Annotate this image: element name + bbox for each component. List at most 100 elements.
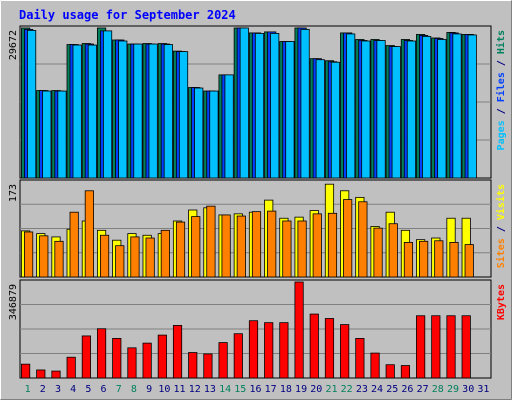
panel-2-bar-sites-day-25 xyxy=(388,223,398,278)
panel-2-bar-sites-day-12 xyxy=(191,216,201,278)
side-label-part: KBytes xyxy=(496,284,507,320)
panel-2-bar-sites-day-24 xyxy=(373,227,383,278)
panel-3-bar-kbytes-day-28 xyxy=(431,315,441,379)
panel-3-bar-kbytes-day-7 xyxy=(112,338,122,379)
panel-3-bar-kbytes-day-1 xyxy=(21,363,31,379)
panel-1-bar-pages-day-2 xyxy=(42,90,52,179)
panel-2-bar-sites-day-16 xyxy=(251,211,262,278)
x-tick-label-day-25: 25 xyxy=(386,384,398,395)
panel-1-bar-pages-day-6 xyxy=(102,30,113,179)
panel-1-bar-pages-day-10 xyxy=(163,44,173,179)
x-tick-label-day-29: 29 xyxy=(447,384,459,395)
panel-2-bar-sites-day-30 xyxy=(464,244,474,278)
panel-2-bar-sites-day-27 xyxy=(419,240,429,278)
panel-2-bar-sites-day-3 xyxy=(54,240,64,278)
panel-1-bar-pages-day-16 xyxy=(254,33,265,179)
panel-3-bar-kbytes-day-15 xyxy=(233,333,243,379)
x-tick-label-day-3: 3 xyxy=(55,384,61,395)
panel-1-bar-pages-day-14 xyxy=(224,74,234,179)
x-tick-label-day-11: 11 xyxy=(174,384,186,395)
panel-3-bar-kbytes-day-17 xyxy=(264,322,274,379)
panel-3-side-label: KBytes xyxy=(496,284,507,320)
x-tick-label-day-26: 26 xyxy=(401,384,413,395)
panel-1-bar-pages-day-18 xyxy=(285,41,295,179)
panel-2-bar-sites-day-6 xyxy=(99,234,110,278)
panel-2-bar-sites-day-2 xyxy=(39,235,49,278)
side-label-part: Visits xyxy=(495,184,507,220)
panel-1-bar-pages-day-12 xyxy=(194,87,204,179)
panel-1-bar-pages-day-3 xyxy=(57,90,67,179)
panel-1-bar-pages-day-8 xyxy=(133,43,143,179)
panel-3-bar-kbytes-day-3 xyxy=(51,370,61,379)
panel-2-bar-sites-day-15 xyxy=(236,215,246,278)
panel-3-bar-kbytes-day-27 xyxy=(416,315,426,379)
panel-3-bar-kbytes-day-25 xyxy=(385,364,395,379)
panel-3-bar-kbytes-day-22 xyxy=(340,324,350,379)
panel-2-bar-sites-day-9 xyxy=(145,237,155,278)
panel-1-bar-pages-day-28 xyxy=(437,39,447,179)
x-tick-label-day-24: 24 xyxy=(371,384,383,395)
panel-2-bar-sites-day-17 xyxy=(267,210,277,278)
panel-2-bar-sites-day-21 xyxy=(327,212,338,278)
panel-1-bar-pages-day-7 xyxy=(118,40,128,179)
x-tick-label-day-19: 19 xyxy=(295,384,307,395)
panel-3-bar-kbytes-day-2 xyxy=(36,369,46,379)
x-tick-label-day-14: 14 xyxy=(219,384,231,395)
x-tick-label-day-6: 6 xyxy=(101,384,107,395)
panel-1-bar-pages-day-17 xyxy=(270,33,280,179)
panel-1-bar-pages-day-5 xyxy=(87,44,97,179)
panel-1-bar-pages-day-19 xyxy=(300,28,310,179)
x-tick-label-day-22: 22 xyxy=(341,384,353,395)
panel-3-bar-kbytes-day-26 xyxy=(400,365,411,379)
panel-3-bar-kbytes-day-10 xyxy=(157,334,167,379)
panel-2-bar-sites-day-23 xyxy=(358,201,368,278)
panel-1-bar-pages-day-23 xyxy=(361,40,371,179)
panel-3-bar-kbytes-day-18 xyxy=(279,322,289,379)
panel-2-bar-sites-day-29 xyxy=(449,241,459,278)
panel-1-bar-pages-day-15 xyxy=(239,27,249,179)
side-label-part: / xyxy=(496,54,507,72)
panel-2-bar-sites-day-26 xyxy=(403,241,414,278)
panel-2-bar-sites-day-20 xyxy=(312,213,322,278)
panel-1-bar-pages-day-30 xyxy=(467,34,477,179)
panel-2-bar-sites-day-8 xyxy=(130,236,140,278)
x-tick-label-day-9: 9 xyxy=(146,384,152,395)
x-tick-label-day-10: 10 xyxy=(158,384,170,395)
panel-3-bar-kbytes-day-5 xyxy=(81,335,91,379)
panel-3-bar-kbytes-day-16 xyxy=(248,320,259,379)
panel-1-bar-pages-day-29 xyxy=(452,33,462,179)
panel-2-bar-sites-day-22 xyxy=(343,199,353,278)
panel-3: 346879 KBytes xyxy=(8,279,507,379)
panel-3-bar-kbytes-day-8 xyxy=(127,347,137,379)
side-label-part: Files xyxy=(495,72,507,102)
panel-1-bar-pages-day-20 xyxy=(315,59,325,179)
panel-2-bar-sites-day-11 xyxy=(175,221,186,278)
panel-2-bar-sites-day-7 xyxy=(115,245,125,278)
chart-title: Daily usage for September 2024 xyxy=(19,8,236,22)
panel-1-bar-pages-day-24 xyxy=(376,40,386,179)
panel-1-bar-pages-day-21 xyxy=(330,61,341,179)
side-label-part: Hits xyxy=(495,30,507,54)
panel-2-bar-sites-day-18 xyxy=(282,220,292,278)
panel-1-bar-pages-day-25 xyxy=(391,46,401,179)
panel-1-bar-pages-day-27 xyxy=(422,36,432,179)
x-tick-label-day-12: 12 xyxy=(189,384,201,395)
x-tick-label-day-16: 16 xyxy=(249,384,261,395)
panel-1-bar-pages-day-26 xyxy=(406,40,417,179)
panel-2: 173 Sites / Visits xyxy=(8,179,507,278)
x-tick-label-day-1: 1 xyxy=(25,384,31,395)
x-tick-label-day-2: 2 xyxy=(40,384,46,395)
x-tick-label-day-17: 17 xyxy=(265,384,277,395)
panel-2-bar-sites-day-14 xyxy=(221,214,231,278)
x-tick-label-day-21: 21 xyxy=(325,384,337,395)
panel-3-bar-kbytes-day-13 xyxy=(203,353,213,379)
panel-3-bar-kbytes-day-6 xyxy=(96,328,107,379)
side-label-part: / xyxy=(496,102,507,120)
panel-2-bar-sites-day-1 xyxy=(24,231,34,278)
side-label-part: / xyxy=(496,220,507,238)
x-tick-label-day-8: 8 xyxy=(131,384,137,395)
x-tick-label-day-28: 28 xyxy=(432,384,444,395)
panel-3-bar-kbytes-day-11 xyxy=(172,325,183,379)
panel-3-bar-kbytes-day-24 xyxy=(370,352,380,379)
panel-3-bar-kbytes-day-23 xyxy=(355,338,365,379)
